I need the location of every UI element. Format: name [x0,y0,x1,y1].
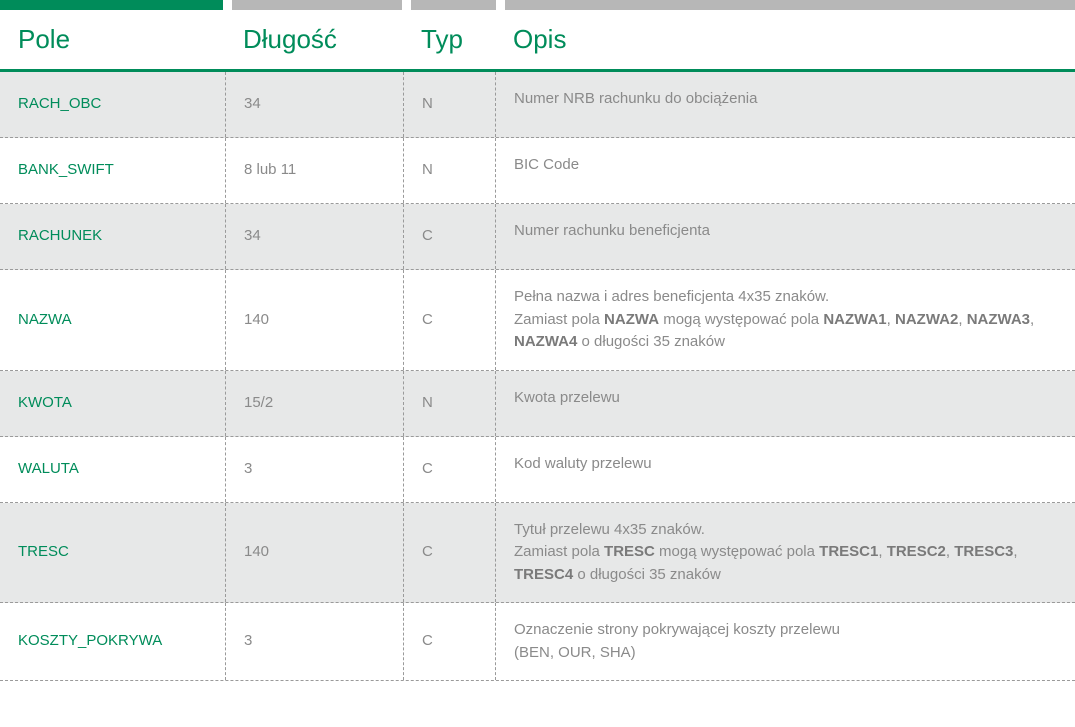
table-header-row: Pole Długość Typ Opis [0,10,1075,72]
cell-opis: Numer NRB rachunku do obciążenia [495,72,1075,137]
cell-typ: N [403,371,495,436]
cell-typ: N [403,138,495,203]
table-row: BANK_SWIFT8 lub 11NBIC Code [0,138,1075,204]
cell-opis: BIC Code [495,138,1075,203]
cell-pole: KWOTA [0,376,225,431]
cell-pole: KOSZTY_POKRYWA [0,614,225,669]
cell-dlugosc: 15/2 [225,371,403,436]
header-opis: Opis [495,24,1075,55]
cell-pole: TRESC [0,525,225,580]
cell-typ: C [403,270,495,370]
cell-pole: NAZWA [0,293,225,348]
cell-typ: C [403,204,495,269]
cell-pole: RACH_OBC [0,77,225,132]
topbar-segment [223,0,232,10]
top-accent-bar [0,0,1075,10]
cell-dlugosc: 34 [225,72,403,137]
cell-pole: BANK_SWIFT [0,143,225,198]
cell-dlugosc: 140 [225,503,403,603]
table-body: RACH_OBC34NNumer NRB rachunku do obciąże… [0,72,1075,681]
cell-dlugosc: 140 [225,270,403,370]
cell-pole: RACHUNEK [0,209,225,264]
cell-typ: C [403,437,495,502]
cell-dlugosc: 34 [225,204,403,269]
table-row: RACHUNEK34CNumer rachunku beneficjenta [0,204,1075,270]
table-row: NAZWA140CPełna nazwa i adres beneficjent… [0,270,1075,371]
table-row: RACH_OBC34NNumer NRB rachunku do obciąże… [0,72,1075,138]
cell-pole: WALUTA [0,442,225,497]
cell-opis: Pełna nazwa i adres beneficjenta 4x35 zn… [495,270,1075,370]
topbar-segment [232,0,402,10]
cell-opis: Tytuł przelewu 4x35 znaków.Zamiast pola … [495,503,1075,603]
cell-opis: Kwota przelewu [495,371,1075,436]
topbar-segment [496,0,505,10]
cell-opis: Numer rachunku beneficjenta [495,204,1075,269]
header-typ: Typ [403,24,495,55]
table-row: TRESC140CTytuł przelewu 4x35 znaków.Zami… [0,503,1075,604]
table-row: KWOTA15/2NKwota przelewu [0,371,1075,437]
topbar-segment [0,0,223,10]
table-row: WALUTA3CKod waluty przelewu [0,437,1075,503]
header-dlugosc: Długość [225,24,403,55]
table-row: KOSZTY_POKRYWA3COznaczenie strony pokryw… [0,603,1075,681]
cell-dlugosc: 8 lub 11 [225,138,403,203]
topbar-segment [411,0,496,10]
cell-typ: C [403,503,495,603]
topbar-segment [402,0,411,10]
cell-typ: N [403,72,495,137]
cell-typ: C [403,603,495,680]
cell-opis: Oznaczenie strony pokrywającej koszty pr… [495,603,1075,680]
topbar-segment [505,0,1075,10]
cell-dlugosc: 3 [225,603,403,680]
cell-opis: Kod waluty przelewu [495,437,1075,502]
cell-dlugosc: 3 [225,437,403,502]
header-pole: Pole [0,24,225,55]
